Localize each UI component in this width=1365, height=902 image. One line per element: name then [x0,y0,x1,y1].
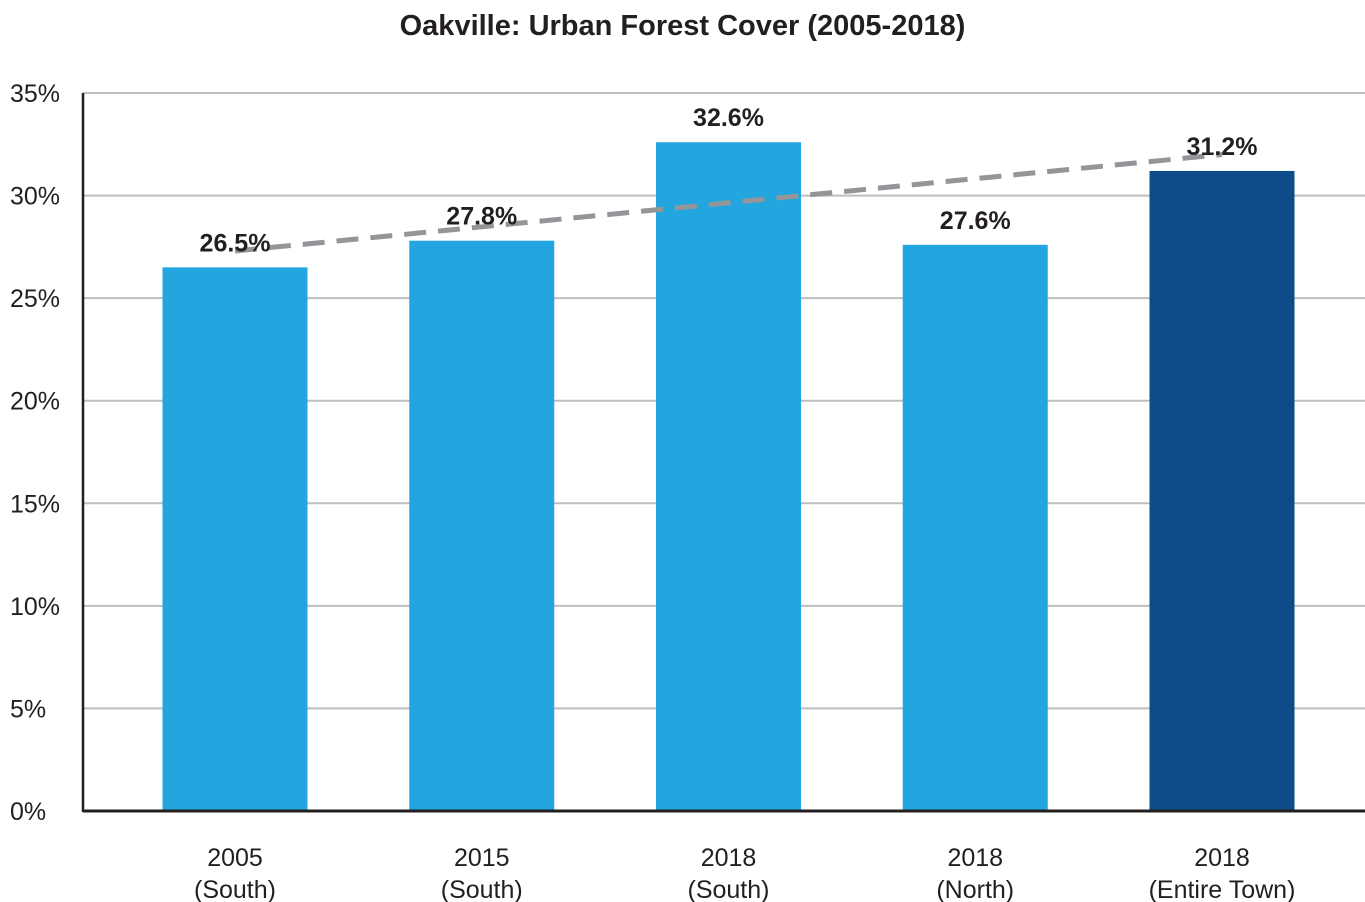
y-tick-label: 25% [10,285,60,313]
y-tick-label: 30% [10,183,60,211]
x-tick-label: 2018 [1194,844,1250,872]
bar [656,142,801,812]
bar [162,267,308,811]
data-label: 31.2% [1187,133,1258,161]
bar [1149,170,1295,811]
x-tick-label: (South) [688,876,770,902]
x-tick-label: (Entire Town) [1149,876,1296,902]
x-tick-label: (South) [194,876,276,902]
x-tick-label: (South) [441,876,523,902]
y-tick-label: 10% [10,593,60,621]
data-label: 27.6% [940,207,1011,235]
x-tick-label: 2018 [701,844,757,872]
data-label: 27.8% [446,203,517,231]
y-tick-label: 35% [10,80,60,108]
chart-title: Oakville: Urban Forest Cover (2005-2018) [399,10,966,42]
y-tick-label: 15% [10,490,60,518]
data-label: 26.5% [200,229,271,257]
trend-line [234,152,1223,254]
y-tick-label: 5% [10,695,46,723]
x-tick-label: 2005 [207,844,263,872]
bar [902,244,1048,811]
data-label: 32.6% [693,104,764,132]
x-tick-label: 2015 [454,844,510,872]
x-tick-label: 2018 [947,844,1003,872]
x-tick-label: (North) [936,876,1014,902]
bar [409,240,555,811]
y-tick-label: 0% [10,798,46,826]
y-tick-label: 20% [10,388,60,416]
